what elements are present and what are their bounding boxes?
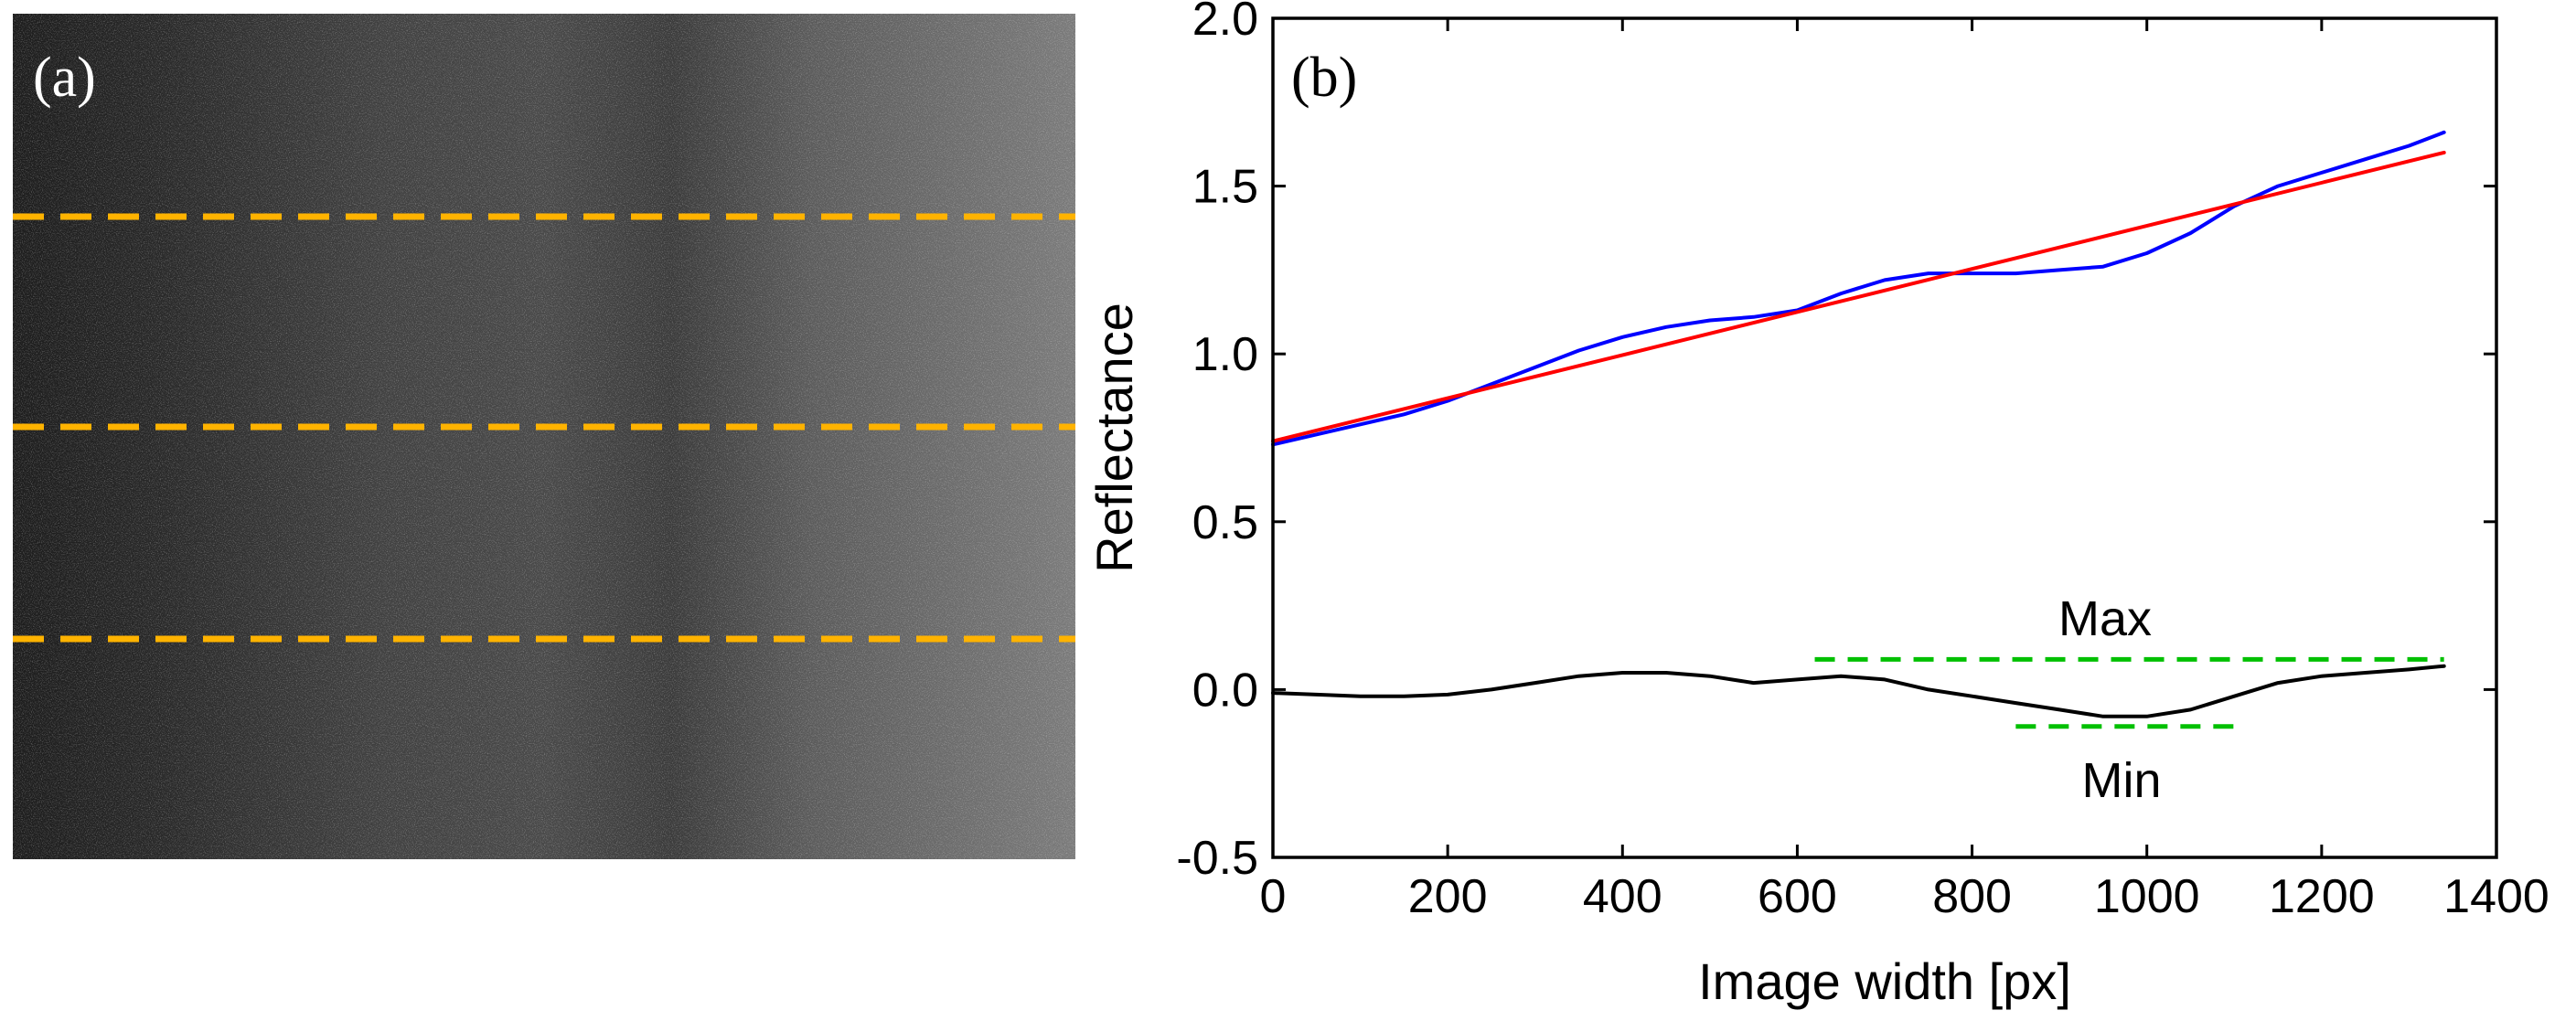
y-tick-label: 0.0 xyxy=(1192,664,1258,717)
plot-marks xyxy=(1271,130,2446,729)
y-tick-label: 1.5 xyxy=(1192,161,1258,214)
x-tick-label: 1400 xyxy=(2443,870,2549,923)
y-tick-label: -0.5 xyxy=(1176,832,1258,885)
panel-b-label: (b) xyxy=(1291,47,1357,109)
speckle-noise xyxy=(13,14,1075,859)
panel-a-label: (a) xyxy=(33,47,96,109)
x-tick-label: 1200 xyxy=(2269,870,2375,923)
x-axis-label: Image width [px] xyxy=(1698,952,2071,1010)
y-tick-label: 2.0 xyxy=(1192,0,1258,46)
series-residual-line xyxy=(1271,664,2446,718)
plot-frame xyxy=(1271,16,2498,859)
x-tick-label: 200 xyxy=(1408,870,1488,923)
y-tick-label: 1.0 xyxy=(1192,328,1258,381)
series-linear-fit-line xyxy=(1271,150,2446,443)
x-tick-label: 1000 xyxy=(2094,870,2200,923)
x-tick-label: 800 xyxy=(1932,870,2012,923)
x-tick-label: 600 xyxy=(1758,870,1837,923)
annotation-min-label: Min xyxy=(2081,753,2161,808)
axis-ticks: 0 200 400 600 800 1000 1200 1400 -0.5 0.0 0.5 1.0 1.… xyxy=(1176,0,2549,923)
x-tick-label: 400 xyxy=(1583,870,1662,923)
panel-b-chart: 0 200 400 600 800 1000 1200 1400 -0.5 0.0 0.5 1.0 1.… xyxy=(1085,0,2549,1010)
y-axis-label: Reflectance xyxy=(1085,303,1143,573)
annotation-max-label: Max xyxy=(2058,591,2152,646)
x-tick-label: 0 xyxy=(1260,870,1287,923)
y-tick-label: 0.5 xyxy=(1192,496,1258,549)
panel-a: (a) xyxy=(13,14,1075,859)
